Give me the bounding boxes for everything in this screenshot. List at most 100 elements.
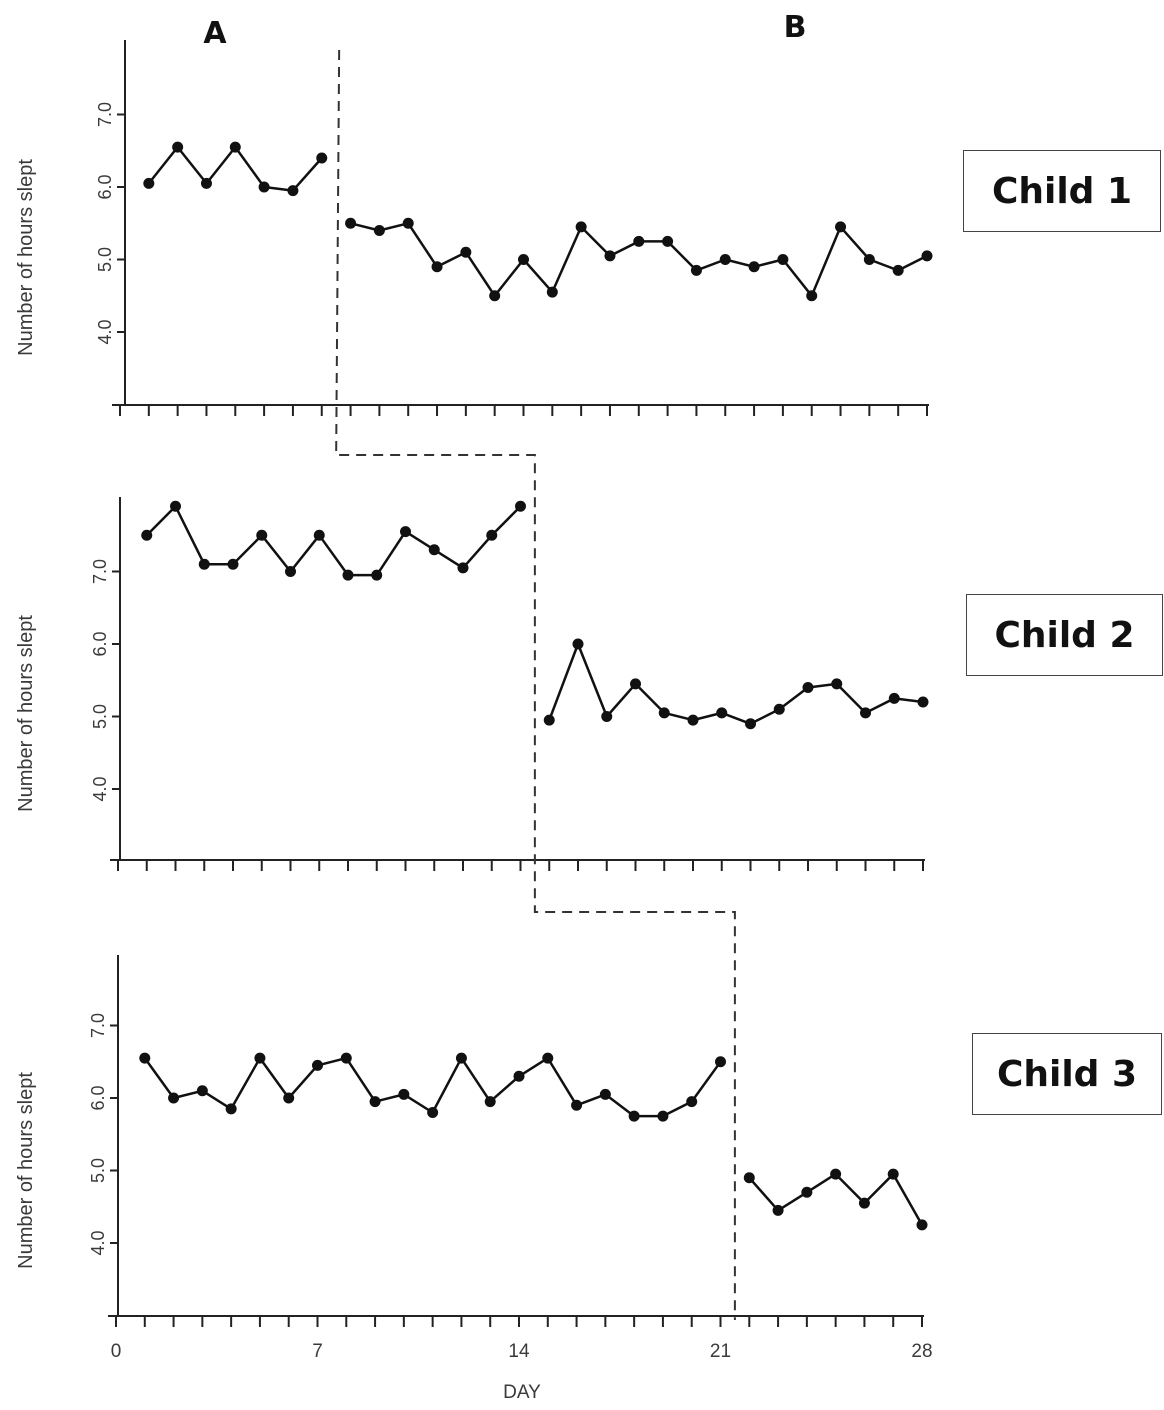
data-point-day-23 [777,254,789,265]
x-tick-label: 0 [111,1341,122,1362]
data-point-day-7 [316,152,328,164]
data-point-day-4 [225,1103,237,1115]
panel-child-3: 4.0 5.0 6.0 7.0 Number of hours slept 0 7 14 21 2… [15,955,933,1362]
data-point-day-22 [748,261,760,273]
data-point-day-18 [628,1110,640,1122]
data-point-day-20 [687,714,699,726]
data-point-day-13 [486,529,498,541]
data-point-day-5 [256,529,268,541]
data-point-day-3 [196,1085,208,1097]
data-point-day-6 [285,566,296,577]
data-point-day-19 [662,235,674,247]
data-point-day-26 [860,707,871,719]
data-point-day-9 [369,1096,381,1108]
data-point-day-10 [400,526,411,538]
child-2-box: Child 2 [966,594,1163,676]
data-point-day-8 [340,1052,352,1064]
y-tick-label: 7.0 [88,1013,108,1038]
y-tick-label: 6.0 [90,631,110,656]
data-point-day-11 [431,261,443,273]
data-point-day-24 [801,1186,813,1198]
data-point-day-26 [858,1197,870,1209]
data-point-day-27 [888,692,900,704]
child-2-label: Child 2 [994,614,1135,656]
panel-child-1: 4.0 5.0 6.0 7.0 Number of hours slept [15,40,933,416]
x-tick-label: 14 [508,1341,530,1362]
data-point-day-13 [489,290,501,302]
y-tick-label: 4.0 [88,1230,108,1255]
data-point-day-14 [515,500,526,512]
data-point-day-9 [373,225,385,236]
data-point-day-21 [716,707,728,719]
data-point-day-28 [921,250,933,262]
data-point-day-26 [863,254,875,265]
data-point-day-24 [802,682,814,693]
data-point-day-2 [172,141,184,153]
data-point-day-21 [719,254,731,265]
y-tick-label: 5.0 [95,247,115,272]
data-point-day-11 [427,1107,439,1118]
phase-label-a: A [203,16,227,51]
y-tick-label: 6.0 [88,1085,108,1110]
data-point-day-25 [831,678,843,690]
data-point-day-22 [743,1172,755,1184]
data-point-day-8 [342,569,354,581]
data-point-day-11 [428,544,440,556]
data-point-day-18 [630,678,641,690]
data-point-day-5 [258,181,270,193]
data-point-day-20 [686,1096,698,1108]
data-point-day-18 [633,235,645,247]
series-line-intervention [350,222,928,298]
data-point-day-7 [312,1059,323,1071]
panel-child-2: 4.0 5.0 6.0 7.0 Number of hours slept [15,497,929,871]
data-point-day-3 [200,177,212,189]
series-line-intervention [748,1172,924,1226]
x-tick-label: 21 [710,1341,731,1362]
data-point-day-4 [229,141,241,153]
phase-change-line [335,49,736,1320]
data-point-day-1 [139,1052,151,1064]
series-line-baseline [147,145,323,192]
data-point-day-7 [313,529,325,541]
child-3-label: Child 3 [996,1053,1138,1095]
data-point-day-6 [287,185,299,197]
y-tick-label: 7.0 [90,559,110,584]
data-point-day-12 [455,1052,467,1064]
data-point-day-20 [690,264,702,276]
data-point-day-17 [604,250,616,262]
data-point-day-23 [772,1204,784,1216]
y-axis-label: Number of hours slept [15,159,37,356]
y-tick-label: 5.0 [88,1158,108,1183]
data-point-day-19 [657,1110,669,1122]
x-tick-label: 7 [312,1341,323,1362]
x-tick-label: 28 [911,1341,932,1362]
data-point-day-2 [170,500,181,512]
data-point-day-10 [398,1088,410,1100]
data-point-day-27 [892,264,904,276]
child-3-box: Child 3 [972,1033,1162,1115]
panels: 4.0 5.0 6.0 7.0 Number of hours slept 4.0 5.0 6… [15,40,933,1362]
data-point-day-10 [402,217,414,229]
y-axis-label: Number of hours slept [15,615,37,812]
y-axis-label: Number of hours slept [15,1072,37,1269]
data-point-day-5 [254,1052,266,1064]
data-point-day-17 [601,711,613,722]
data-point-day-12 [460,246,472,258]
child-1-box: Child 1 [963,150,1161,232]
y-tick-label: 4.0 [90,776,110,801]
y-tick-label: 5.0 [90,704,110,729]
data-point-day-4 [227,558,239,570]
y-tick-label: 4.0 [95,319,115,344]
x-axis-label: DAY [503,1382,541,1403]
data-point-day-2 [168,1092,180,1104]
data-point-day-16 [571,1099,583,1111]
data-point-day-9 [371,569,383,581]
child-1-label: Child 1 [991,170,1133,212]
data-point-day-13 [484,1096,496,1108]
data-point-day-14 [513,1070,525,1082]
data-point-day-16 [575,221,587,233]
data-point-day-15 [546,286,558,298]
data-point-day-19 [658,707,670,719]
